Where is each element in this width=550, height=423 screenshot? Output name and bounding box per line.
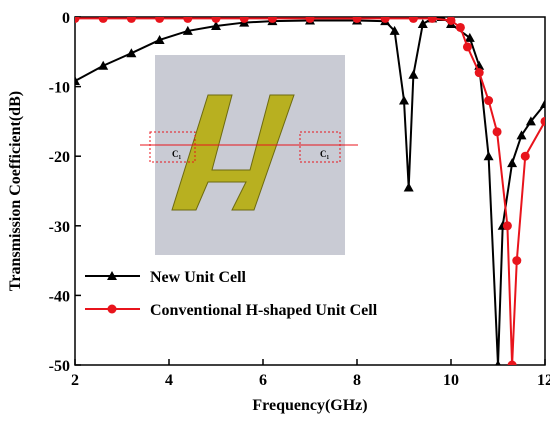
y-tick-label: -10 (49, 80, 70, 97)
marker (399, 96, 409, 105)
marker (484, 96, 493, 105)
y-tick-label: -40 (49, 288, 70, 305)
y-tick-label: -20 (49, 149, 70, 166)
marker (108, 305, 117, 314)
marker (456, 23, 465, 32)
x-tick-label: 12 (537, 372, 550, 389)
x-tick-label: 10 (443, 372, 459, 389)
marker (428, 14, 437, 23)
marker (70, 76, 80, 85)
inset-label: C₁ (172, 149, 181, 159)
marker (521, 152, 530, 161)
marker (463, 42, 472, 51)
chart: C₁ C₁ Frequency(GHz) Transmission Coeffi… (0, 0, 550, 423)
marker (183, 14, 192, 23)
marker (507, 158, 517, 167)
marker (541, 117, 550, 126)
y-tick-label: 0 (62, 10, 70, 27)
marker (512, 256, 521, 265)
marker (126, 48, 136, 57)
marker (404, 183, 414, 192)
marker (127, 14, 136, 23)
marker (418, 19, 428, 28)
marker (212, 14, 221, 23)
marker (508, 361, 517, 370)
y-axis-label: Transmission Coefficient(dB) (7, 91, 24, 291)
legend-label: Conventional H-shaped Unit Cell (150, 302, 378, 319)
marker (306, 14, 315, 23)
marker (540, 99, 550, 108)
x-tick-label: 4 (165, 372, 173, 389)
x-tick-label: 2 (71, 372, 79, 389)
x-tick-label: 6 (259, 372, 267, 389)
inset-label: C₁ (320, 149, 329, 159)
marker (240, 14, 249, 23)
marker (381, 14, 390, 23)
legend-label: New Unit Cell (150, 269, 247, 286)
marker (99, 14, 108, 23)
y-tick-label: -30 (49, 219, 70, 236)
marker (503, 221, 512, 230)
marker (155, 14, 164, 23)
marker (493, 127, 502, 136)
marker (408, 70, 418, 79)
marker (268, 14, 277, 23)
marker (447, 16, 456, 25)
marker (71, 14, 80, 23)
marker (484, 151, 494, 160)
marker (409, 14, 418, 23)
y-tick-label: -50 (49, 358, 70, 375)
x-tick-label: 8 (353, 372, 361, 389)
marker (353, 14, 362, 23)
x-axis-label: Frequency(GHz) (252, 397, 367, 414)
marker (475, 68, 484, 77)
